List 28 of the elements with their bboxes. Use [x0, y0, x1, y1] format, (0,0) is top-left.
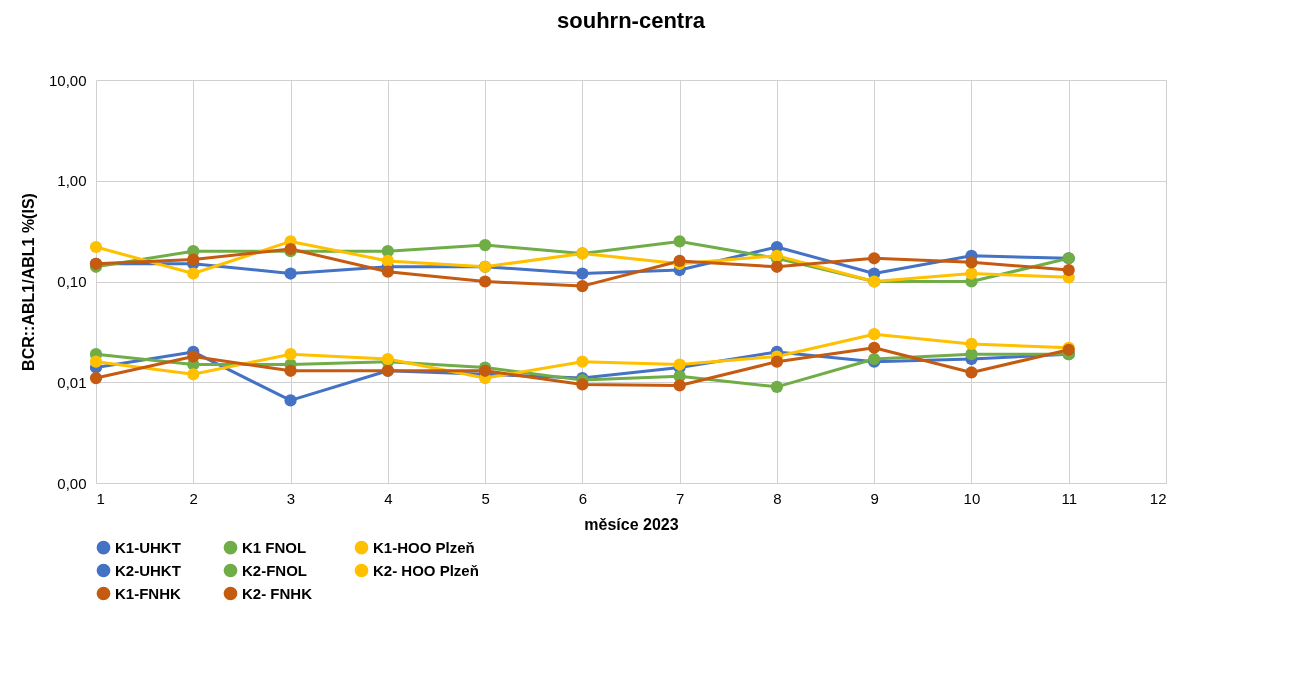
x-tick-label: 8 — [773, 489, 782, 507]
legend-label: K2- FNHK — [242, 584, 313, 602]
y-tick-label: 0,00 — [57, 474, 87, 492]
legend-label: K1-HOO Plzeň — [373, 538, 475, 556]
legend-label: K2-UHKT — [115, 561, 181, 579]
x-tick-label: 9 — [870, 489, 879, 507]
legend-label: K2-FNOL — [242, 561, 307, 579]
x-tick-label: 10 — [963, 489, 981, 507]
x-tick-label: 7 — [675, 489, 685, 507]
x-tick-label: 4 — [384, 489, 393, 507]
x-tick-label: 2 — [189, 489, 198, 507]
y-tick-label: 0,01 — [57, 373, 87, 391]
legend-label: K1 FNOL — [242, 538, 307, 556]
chart-title: souhrn-centra — [557, 8, 706, 33]
x-axis-title: měsíce 2023 — [584, 515, 679, 533]
x-tick-label: 12 — [1149, 489, 1167, 507]
y-tick-label: 1,00 — [57, 172, 87, 190]
x-tick-label: 6 — [578, 489, 588, 507]
legend-label: K1-FNHK — [115, 584, 181, 602]
y-tick-label: 10,00 — [48, 71, 87, 89]
x-tick-label: 5 — [481, 489, 490, 507]
y-axis-title: BCR::ABL1/ABL1 %(IS) — [19, 193, 37, 371]
x-tick-label: 3 — [286, 489, 296, 507]
x-tick-label: 11 — [1061, 489, 1078, 507]
y-tick-label: 0,10 — [57, 273, 87, 290]
legend-label: K1-UHKT — [115, 538, 181, 556]
x-tick-label: 1 — [96, 489, 105, 507]
legend-label: K2- HOO Plzeň — [373, 561, 479, 579]
